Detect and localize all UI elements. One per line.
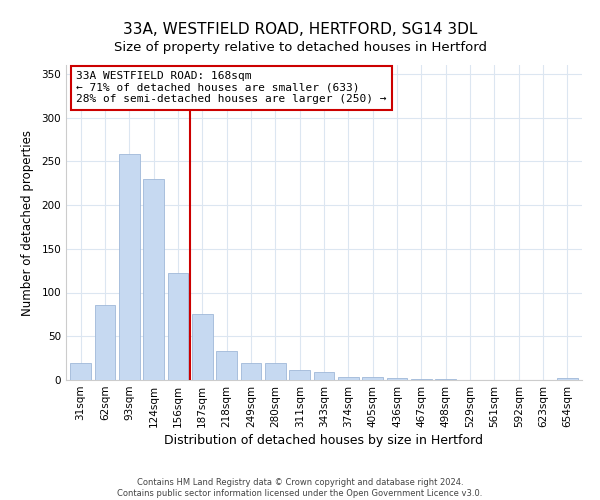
- Bar: [557, 378, 578, 380]
- Y-axis label: Number of detached properties: Number of detached properties: [22, 130, 34, 316]
- Bar: [362, 376, 383, 380]
- Bar: [314, 372, 334, 380]
- Bar: [436, 379, 456, 380]
- X-axis label: Distribution of detached houses by size in Hertford: Distribution of detached houses by size …: [164, 434, 484, 447]
- Bar: [119, 154, 140, 380]
- Bar: [289, 370, 310, 380]
- Bar: [143, 179, 164, 380]
- Bar: [338, 376, 359, 380]
- Bar: [411, 379, 432, 380]
- Bar: [265, 362, 286, 380]
- Bar: [167, 273, 188, 380]
- Bar: [241, 362, 262, 380]
- Bar: [386, 378, 407, 380]
- Text: 33A WESTFIELD ROAD: 168sqm
← 71% of detached houses are smaller (633)
28% of sem: 33A WESTFIELD ROAD: 168sqm ← 71% of deta…: [76, 72, 387, 104]
- Text: Size of property relative to detached houses in Hertford: Size of property relative to detached ho…: [113, 41, 487, 54]
- Text: Contains HM Land Registry data © Crown copyright and database right 2024.
Contai: Contains HM Land Registry data © Crown c…: [118, 478, 482, 498]
- Text: 33A, WESTFIELD ROAD, HERTFORD, SG14 3DL: 33A, WESTFIELD ROAD, HERTFORD, SG14 3DL: [123, 22, 477, 38]
- Bar: [216, 351, 237, 380]
- Bar: [70, 364, 91, 380]
- Bar: [95, 304, 115, 380]
- Bar: [192, 314, 212, 380]
